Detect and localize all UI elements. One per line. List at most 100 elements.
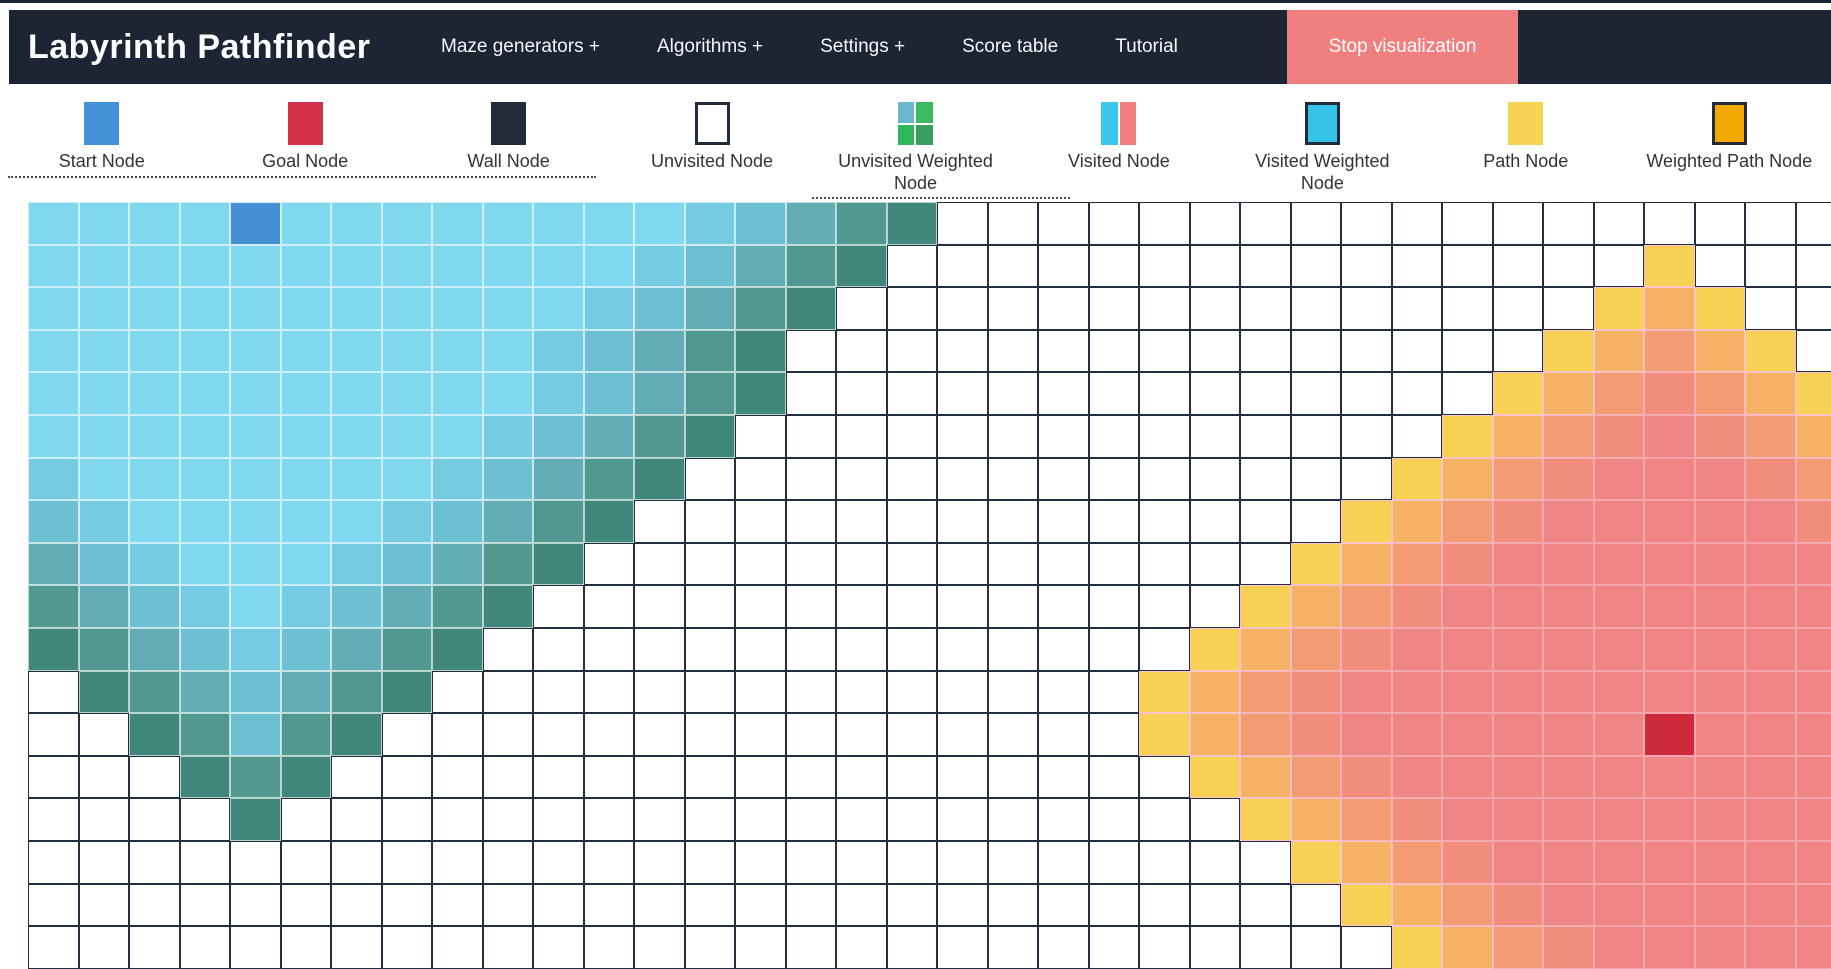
grid-cell[interactable]	[887, 756, 938, 799]
grid-cell[interactable]	[1796, 585, 1831, 628]
grid-cell[interactable]	[1442, 372, 1493, 415]
grid-cell[interactable]	[533, 287, 584, 330]
grid-cell[interactable]	[836, 415, 887, 458]
grid-cell[interactable]	[1139, 245, 1190, 288]
grid-cell[interactable]	[1644, 458, 1695, 501]
grid-cell[interactable]	[1745, 798, 1796, 841]
grid-cell[interactable]	[634, 628, 685, 671]
grid-cell[interactable]	[1392, 756, 1443, 799]
grid-cell[interactable]	[1089, 585, 1140, 628]
grid-cell[interactable]	[1240, 884, 1291, 927]
grid-cell[interactable]	[1543, 926, 1594, 969]
grid-cell[interactable]	[1695, 628, 1746, 671]
grid-cell[interactable]	[634, 756, 685, 799]
grid-cell[interactable]	[1341, 458, 1392, 501]
grid-cell[interactable]	[1594, 458, 1645, 501]
grid-cell[interactable]	[887, 287, 938, 330]
grid-cell[interactable]	[1644, 926, 1695, 969]
grid-cell[interactable]	[988, 287, 1039, 330]
grid-cell[interactable]	[382, 245, 433, 288]
grid-cell[interactable]	[1594, 287, 1645, 330]
grid-cell[interactable]	[988, 330, 1039, 373]
grid-cell[interactable]	[1038, 841, 1089, 884]
grid-cell[interactable]	[533, 926, 584, 969]
grid-cell[interactable]	[1796, 245, 1831, 288]
grid-cell[interactable]	[28, 884, 79, 927]
grid-cell[interactable]	[584, 798, 635, 841]
grid-cell[interactable]	[634, 884, 685, 927]
grid-cell[interactable]	[1038, 585, 1089, 628]
grid-cell[interactable]	[1139, 841, 1190, 884]
grid-cell[interactable]	[836, 585, 887, 628]
grid-cell[interactable]	[129, 287, 180, 330]
grid-cell[interactable]	[1745, 415, 1796, 458]
grid-cell[interactable]	[331, 372, 382, 415]
grid-cell[interactable]	[129, 458, 180, 501]
grid-cell[interactable]	[1543, 756, 1594, 799]
grid-cell[interactable]	[1695, 543, 1746, 586]
grid-cell[interactable]	[1695, 202, 1746, 245]
grid-cell[interactable]	[533, 841, 584, 884]
grid-cell[interactable]	[230, 628, 281, 671]
grid-cell[interactable]	[1291, 372, 1342, 415]
grid-cell[interactable]	[1240, 330, 1291, 373]
grid-cell[interactable]	[1038, 458, 1089, 501]
grid-cell[interactable]	[1341, 372, 1392, 415]
grid-cell[interactable]	[281, 585, 332, 628]
grid-cell[interactable]	[786, 841, 837, 884]
grid-cell[interactable]	[1038, 372, 1089, 415]
grid-cell[interactable]	[79, 798, 130, 841]
grid-cell[interactable]	[1543, 372, 1594, 415]
grid-cell[interactable]	[483, 202, 534, 245]
grid-cell[interactable]	[1291, 415, 1342, 458]
grid-cell[interactable]	[331, 287, 382, 330]
grid-cell[interactable]	[483, 415, 534, 458]
grid-cell[interactable]	[483, 458, 534, 501]
grid-cell[interactable]	[79, 245, 130, 288]
grid-cell[interactable]	[937, 330, 988, 373]
grid-cell[interactable]	[1139, 798, 1190, 841]
grid-cell[interactable]	[1392, 458, 1443, 501]
grid-cell[interactable]	[28, 372, 79, 415]
grid-cell[interactable]	[230, 884, 281, 927]
grid-cell[interactable]	[735, 330, 786, 373]
grid-cell[interactable]	[937, 500, 988, 543]
grid-cell[interactable]	[28, 543, 79, 586]
grid-cell[interactable]	[988, 713, 1039, 756]
grid-cell[interactable]	[1442, 884, 1493, 927]
grid-cell[interactable]	[1341, 500, 1392, 543]
grid-cell[interactable]	[483, 245, 534, 288]
grid-cell[interactable]	[1139, 415, 1190, 458]
grid-cell[interactable]	[685, 372, 736, 415]
grid-cell[interactable]	[1240, 500, 1291, 543]
grid-cell[interactable]	[1695, 884, 1746, 927]
grid-cell[interactable]	[1796, 884, 1831, 927]
grid-cell[interactable]	[584, 202, 635, 245]
grid-cell[interactable]	[1240, 926, 1291, 969]
grid-cell[interactable]	[937, 628, 988, 671]
grid-cell[interactable]	[1644, 585, 1695, 628]
grid-cell[interactable]	[988, 585, 1039, 628]
grid-cell[interactable]	[1139, 585, 1190, 628]
grid-cell[interactable]	[988, 926, 1039, 969]
grid-cell[interactable]	[1190, 202, 1241, 245]
grid-cell[interactable]	[432, 458, 483, 501]
grid-cell[interactable]	[533, 500, 584, 543]
grid-cell[interactable]	[1594, 372, 1645, 415]
grid-cell[interactable]	[1493, 926, 1544, 969]
grid-cell[interactable]	[1594, 543, 1645, 586]
grid-cell[interactable]	[432, 330, 483, 373]
grid-cell[interactable]	[281, 713, 332, 756]
grid-cell[interactable]	[1038, 884, 1089, 927]
grid-cell[interactable]	[1038, 671, 1089, 714]
grid-cell[interactable]	[1644, 543, 1695, 586]
grid-cell[interactable]	[1493, 372, 1544, 415]
grid-cell[interactable]	[382, 841, 433, 884]
grid-cell[interactable]	[735, 585, 786, 628]
grid-cell[interactable]	[685, 884, 736, 927]
grid-cell[interactable]	[1240, 628, 1291, 671]
grid-cell[interactable]	[634, 330, 685, 373]
grid-cell[interactable]	[836, 713, 887, 756]
grid-cell[interactable]	[533, 543, 584, 586]
grid-cell[interactable]	[1695, 841, 1746, 884]
